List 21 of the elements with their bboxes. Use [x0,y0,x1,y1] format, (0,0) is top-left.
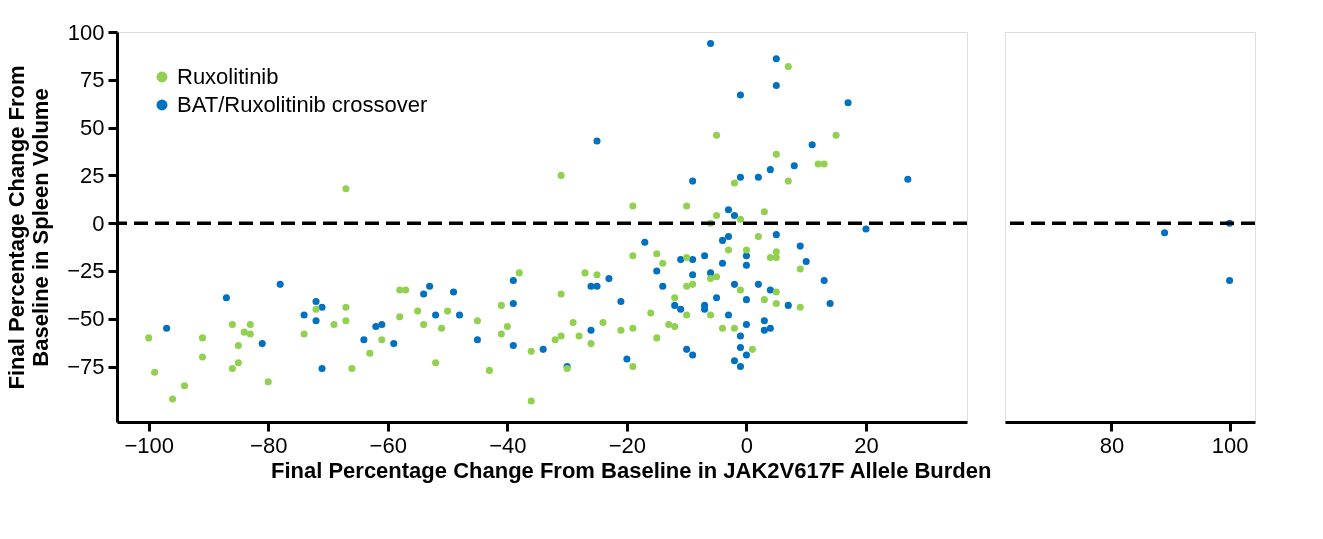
x-tick-label: 80 [1099,432,1125,458]
x-tick-label: 20 [854,432,879,458]
x-tick-label: −20 [608,432,647,458]
x-axis-title: Final Percentage Change From Baseline in JAK2V617F Allele Burden [270,457,992,483]
legend-label: BAT/Ruxolitinib crossover [177,92,428,117]
x-tick-label: −80 [250,432,288,458]
x-tick-label: 0 [740,432,754,458]
x-tick-label: −40 [489,432,527,458]
y-tick-label: −25 [67,258,105,284]
y-tick-label: 100 [67,19,105,45]
y-tick-label: 25 [80,162,105,188]
y-tick-label: 50 [80,115,105,141]
x-tick-label: 100 [1211,432,1249,458]
x-tick-label: −100 [124,432,174,458]
y-axis-title: Final Percentage Change From Baseline in Spleen Volume [4,65,54,390]
y-tick-label: −75 [67,354,105,380]
legend-label: Ruxolitinib [177,64,279,89]
y-tick-label: 75 [80,67,105,93]
x-tick-label: −60 [369,432,407,458]
y-tick-label: −50 [67,306,105,332]
y-tick-label: 0 [92,210,105,236]
